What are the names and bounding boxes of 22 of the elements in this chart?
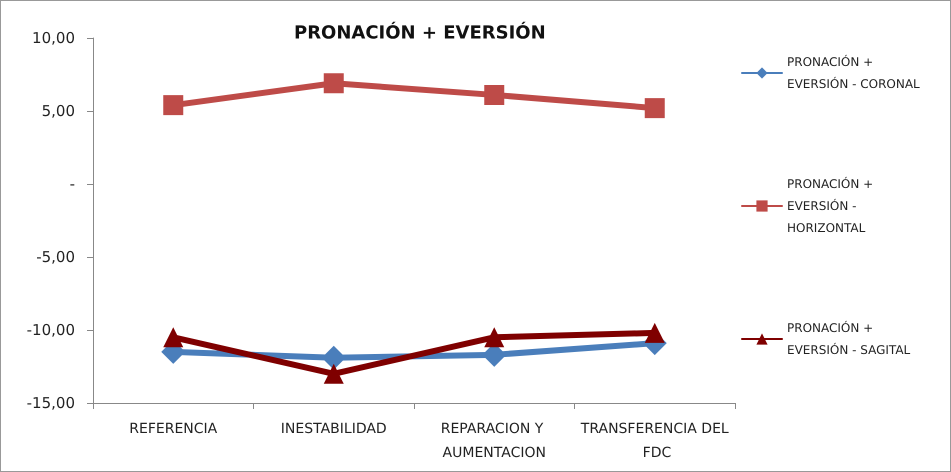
y-tick-label: -15,00 xyxy=(26,394,75,412)
y-tick-label: 5,00 xyxy=(42,102,75,120)
y-tick-label: - xyxy=(70,175,75,193)
legend-label: PRONACIÓN + EVERSIÓN - CORONAL xyxy=(787,54,920,91)
point xyxy=(324,364,344,384)
point xyxy=(644,98,665,118)
legend-label: PRONACIÓN + EVERSIÓN - SAGITAL xyxy=(787,320,911,357)
point xyxy=(484,327,504,348)
point xyxy=(163,95,184,116)
point xyxy=(484,84,504,105)
legend-label: PRONACIÓN + EVERSIÓN - HORIZONTAL xyxy=(787,176,878,235)
y-tick-label: -10,00 xyxy=(26,321,75,339)
point xyxy=(644,322,665,343)
chart-title: PRONACIÓN + EVERSIÓN xyxy=(294,22,546,44)
x-tick-label: TRANSFERENCIA DEL FDC xyxy=(580,421,729,461)
x-tick-label: REPARACION Y AUMENTACION xyxy=(440,421,548,461)
y-tick-label: -5,00 xyxy=(36,248,75,266)
y-tick-label: 10,00 xyxy=(32,29,75,47)
x-tick-label: REFERENCIA xyxy=(129,421,218,437)
x-tick-label: INESTABILIDAD xyxy=(280,421,387,437)
point xyxy=(324,73,344,94)
point xyxy=(163,327,184,348)
